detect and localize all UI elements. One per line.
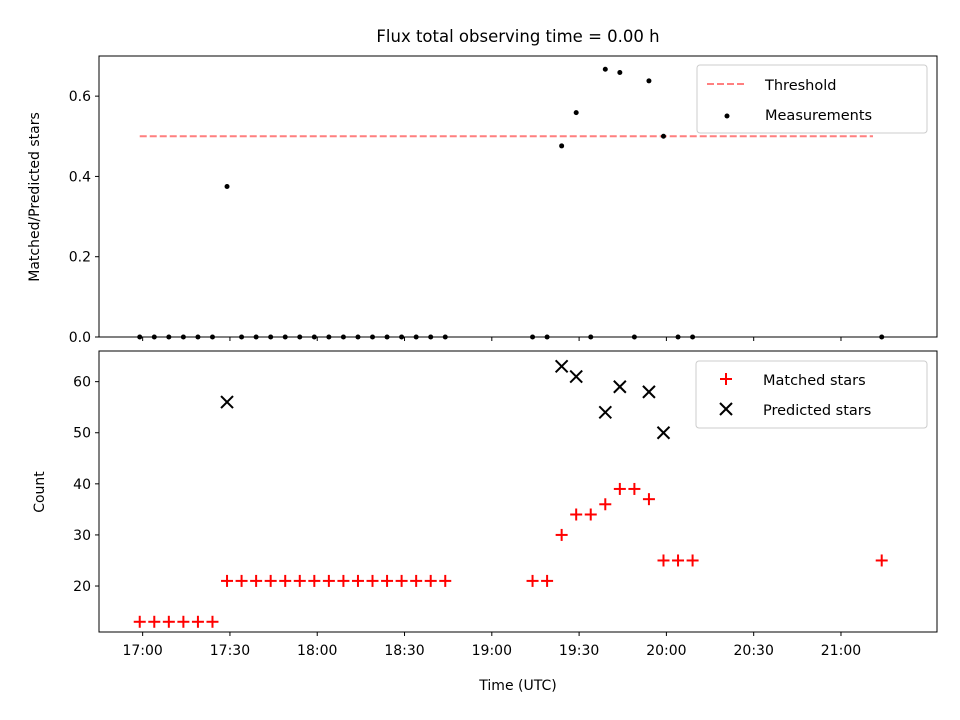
chart-title: Flux total observing time = 0.00 h: [376, 27, 659, 46]
matched-star-point: [424, 574, 437, 587]
bottom-y-tick-label: 20: [73, 579, 91, 595]
x-tick-label: 19:30: [559, 643, 599, 659]
bottom-axes: 20 30 40 50 60 17:00 17:30 18:00 18:30 19:00 19:3…: [32, 350, 938, 694]
matched-star-point: [177, 615, 190, 628]
measurement-point: [573, 110, 579, 116]
legend-measurements-swatch: [724, 113, 730, 119]
matched-star-point: [541, 574, 554, 587]
predicted-star-point: [220, 395, 234, 409]
matched-star-point: [657, 554, 670, 567]
bottom-y-tick-label: 50: [73, 426, 91, 442]
matched-star-point: [133, 615, 146, 628]
legend-matched-swatch: [720, 373, 732, 385]
bottom-legend: Matched stars Predicted stars: [695, 360, 928, 429]
x-tick-label: 21:00: [821, 643, 861, 659]
measurement-point: [559, 143, 565, 149]
predicted-star-point: [642, 385, 656, 399]
top-x-ticks: [142, 337, 842, 341]
matched-star-point: [526, 574, 539, 587]
matched-star-point: [191, 615, 204, 628]
matched-star-point: [584, 508, 597, 521]
matched-star-point: [395, 574, 408, 587]
matched-star-point: [366, 574, 379, 587]
legend-predicted-swatch: [719, 402, 733, 416]
top-y-tick-label: 0.0: [69, 330, 91, 346]
matched-star-point: [875, 554, 888, 567]
matched-star-point: [235, 574, 248, 587]
top-y-tick-label: 0.4: [69, 169, 91, 185]
matched-star-point: [279, 574, 292, 587]
top-y-tick-label: 0.2: [69, 250, 91, 266]
legend-predicted-label: Predicted stars: [763, 403, 871, 419]
predicted-star-point: [613, 380, 627, 394]
bottom-y-axis-label: Count: [32, 471, 48, 513]
legend-measurements-label: Measurements: [765, 108, 872, 124]
x-tick-label: 18:00: [297, 643, 337, 659]
matched-star-point: [221, 574, 234, 587]
matched-star-point: [672, 554, 685, 567]
matched-star-point: [613, 482, 626, 495]
measurement-point: [660, 133, 666, 139]
matched-star-point: [439, 574, 452, 587]
matched-star-point: [599, 498, 612, 511]
x-tick-label: 20:00: [646, 643, 686, 659]
top-y-ticks: 0.0 0.2 0.4 0.6: [69, 89, 99, 346]
x-tick-label: 17:30: [210, 643, 250, 659]
matched-star-point: [148, 615, 161, 628]
bottom-y-tick-label: 60: [73, 375, 91, 391]
legend-threshold-label: Threshold: [764, 78, 836, 94]
matched-star-point: [642, 493, 655, 506]
top-axes: 0.0 0.2 0.4 0.6 Matched/Predicted stars Thr…: [27, 55, 938, 346]
predicted-star-point: [554, 359, 569, 374]
predicted-star-point: [656, 426, 671, 440]
x-axis-label: Time (UTC): [478, 678, 556, 694]
matched-star-point: [686, 554, 699, 567]
measurement-point: [602, 66, 608, 72]
x-tick-label: 17:00: [122, 643, 162, 659]
predicted-star-point: [598, 405, 612, 420]
matched-star-point: [628, 482, 641, 495]
top-axes-frame: [98, 55, 938, 338]
matched-star-point: [555, 528, 568, 541]
matched-star-point: [570, 508, 583, 521]
matched-star-point: [337, 574, 350, 587]
bottom-plot-marks: [133, 359, 888, 628]
bottom-y-tick-label: 30: [73, 528, 91, 544]
bottom-legend-box: [695, 360, 928, 429]
matched-star-point: [308, 574, 321, 587]
matched-star-point: [250, 574, 263, 587]
matched-star-point: [410, 574, 423, 587]
measurement-point: [224, 183, 230, 189]
bottom-y-tick-label: 40: [73, 477, 91, 493]
matched-star-point: [293, 574, 306, 587]
matched-star-point: [206, 615, 219, 628]
bottom-x-ticks: 17:00 17:30 18:00 18:30 19:00 19:30 20:00 20:30…: [122, 632, 861, 659]
measurement-point: [646, 78, 652, 84]
predicted-star-point: [569, 369, 583, 384]
bottom-axes-frame: [98, 350, 938, 633]
top-y-tick-label: 0.6: [69, 89, 91, 105]
matched-star-point: [351, 574, 364, 587]
matched-star-point: [264, 574, 277, 587]
x-tick-label: 19:00: [472, 643, 512, 659]
matched-star-point: [322, 574, 335, 587]
matched-star-point: [381, 574, 394, 587]
legend-matched-label: Matched stars: [763, 373, 866, 389]
top-legend-box: [696, 64, 928, 134]
bottom-y-ticks: 20 30 40 50 60: [73, 375, 99, 595]
x-tick-label: 18:30: [384, 643, 424, 659]
measurement-point: [617, 69, 623, 75]
x-tick-label: 20:30: [734, 643, 774, 659]
top-y-axis-label: Matched/Predicted stars: [27, 112, 43, 282]
top-legend: Threshold Measurements: [696, 64, 928, 134]
matched-star-point: [162, 615, 175, 628]
